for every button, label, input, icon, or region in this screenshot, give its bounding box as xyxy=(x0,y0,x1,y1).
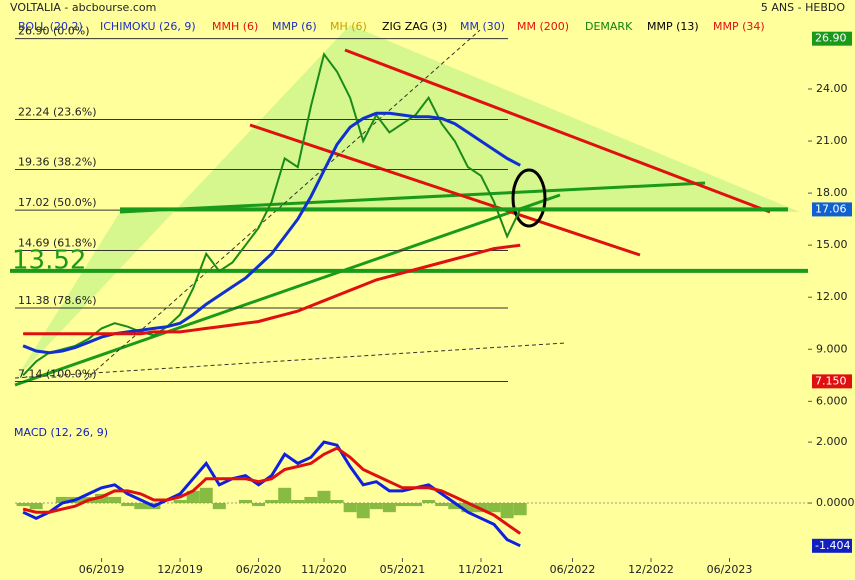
y-tick-label: 2.000 xyxy=(816,435,848,448)
histogram-bar xyxy=(291,499,305,504)
legend-item: MMP (34) xyxy=(713,20,765,33)
x-tick-label: 06/2023 xyxy=(707,563,753,576)
histogram-bar xyxy=(487,503,501,513)
histogram-bar xyxy=(409,503,423,507)
histogram-bar xyxy=(121,503,135,507)
histogram-bar xyxy=(304,496,318,504)
legend-item: MMP (6) xyxy=(272,20,317,33)
legend-item: ICHIMOKU (26, 9) xyxy=(100,20,196,33)
y-tick-label: 9.000 xyxy=(816,342,848,355)
y-tick-label: 21.00 xyxy=(816,134,848,147)
fib-label: 14.69 (61.8%) xyxy=(18,237,97,250)
histogram-bar xyxy=(369,503,383,510)
series-line xyxy=(22,446,522,535)
histogram-bar xyxy=(29,503,43,510)
price-tag-label: -1.404 xyxy=(815,539,850,552)
x-tick-label: 11/2020 xyxy=(301,563,347,576)
histogram-bar xyxy=(199,487,213,504)
histogram-bar xyxy=(448,503,462,510)
x-tick-label: 05/2021 xyxy=(380,563,426,576)
y-tick-label: 6.000 xyxy=(816,394,848,407)
fib-label: 11.38 (78.6%) xyxy=(18,294,97,307)
histogram-bar xyxy=(395,503,409,507)
legend-item: MM (200) xyxy=(517,20,569,33)
price-tag-label: 26.90 xyxy=(815,32,847,45)
histogram-bar xyxy=(173,499,187,504)
histogram-bar xyxy=(513,503,527,516)
x-tick-label: 06/2019 xyxy=(79,563,125,576)
x-tick-label: 12/2019 xyxy=(157,563,203,576)
histogram-bar xyxy=(317,490,331,504)
histogram-bar xyxy=(95,493,109,504)
histogram-bar xyxy=(16,503,30,507)
channel-area xyxy=(15,25,800,380)
series-line xyxy=(23,243,521,336)
price-tag xyxy=(812,374,852,389)
legend-item: MMH (6) xyxy=(212,20,258,33)
legend-item: MH (6) xyxy=(330,20,367,33)
legend-item: MMP (13) xyxy=(647,20,699,33)
legend-item: ZIG ZAG (3) xyxy=(382,20,447,33)
histogram-bar xyxy=(212,503,226,510)
histogram-bar xyxy=(134,503,148,510)
bollinger-channel xyxy=(14,342,566,379)
x-tick-label: 11/2021 xyxy=(458,563,504,576)
histogram-bar xyxy=(422,499,436,504)
fib-label: 7.14 (100.0%) xyxy=(18,368,97,381)
y-tick-label: 15.00 xyxy=(816,238,848,251)
price-tag-label: 17.06 xyxy=(815,202,847,215)
trend-line xyxy=(249,123,641,257)
fib-label: 26.90 (0.0%) xyxy=(18,25,90,38)
price-tag-label: 7.150 xyxy=(815,374,847,387)
support-label: 13.52 xyxy=(12,245,86,275)
histogram-bar xyxy=(238,499,252,504)
trend-line xyxy=(344,48,771,214)
price-tag xyxy=(812,31,852,46)
histogram-bar xyxy=(108,496,122,504)
histogram-bar xyxy=(435,503,449,507)
histogram-bar xyxy=(500,503,514,519)
histogram-bar xyxy=(382,503,396,513)
series-line xyxy=(22,111,521,355)
y-tick-label: 18.00 xyxy=(816,186,848,199)
chart-subtitle: 5 ANS - HEBDO xyxy=(761,1,845,14)
histogram-bar xyxy=(343,503,357,513)
fib-label: 19.36 (38.2%) xyxy=(18,156,97,169)
histogram-bar xyxy=(356,503,370,519)
macd-title: MACD (12, 26, 9) xyxy=(14,426,108,439)
trend-line xyxy=(14,193,561,387)
histogram-bar xyxy=(265,499,279,504)
series-line xyxy=(22,52,522,376)
legend-item: MM (30) xyxy=(460,20,505,33)
y-tick-label: 0.0000 xyxy=(816,496,855,509)
histogram-bar xyxy=(330,499,344,504)
legend-item: DEMARK xyxy=(585,20,633,33)
legend-item: BOLL (20,2) xyxy=(18,20,83,33)
bollinger-channel xyxy=(84,29,481,381)
y-tick-label: 12.00 xyxy=(816,290,848,303)
chart-title: VOLTALIA - abcbourse.com xyxy=(10,1,156,14)
x-tick-label: 06/2020 xyxy=(236,563,282,576)
highlight-ellipse xyxy=(511,168,547,228)
trend-line xyxy=(119,181,706,214)
fib-label: 22.24 (23.6%) xyxy=(18,106,97,119)
fib-label: 17.02 (50.0%) xyxy=(18,196,97,209)
x-tick-label: 06/2022 xyxy=(550,563,596,576)
price-tag xyxy=(812,538,852,553)
price-tag xyxy=(812,202,852,217)
histogram-bar xyxy=(461,503,475,513)
histogram-bar xyxy=(278,487,292,504)
histogram-bar xyxy=(252,503,266,507)
x-tick-label: 12/2022 xyxy=(628,563,674,576)
y-tick-label: 24.00 xyxy=(816,82,848,95)
histogram-bar xyxy=(55,496,69,504)
